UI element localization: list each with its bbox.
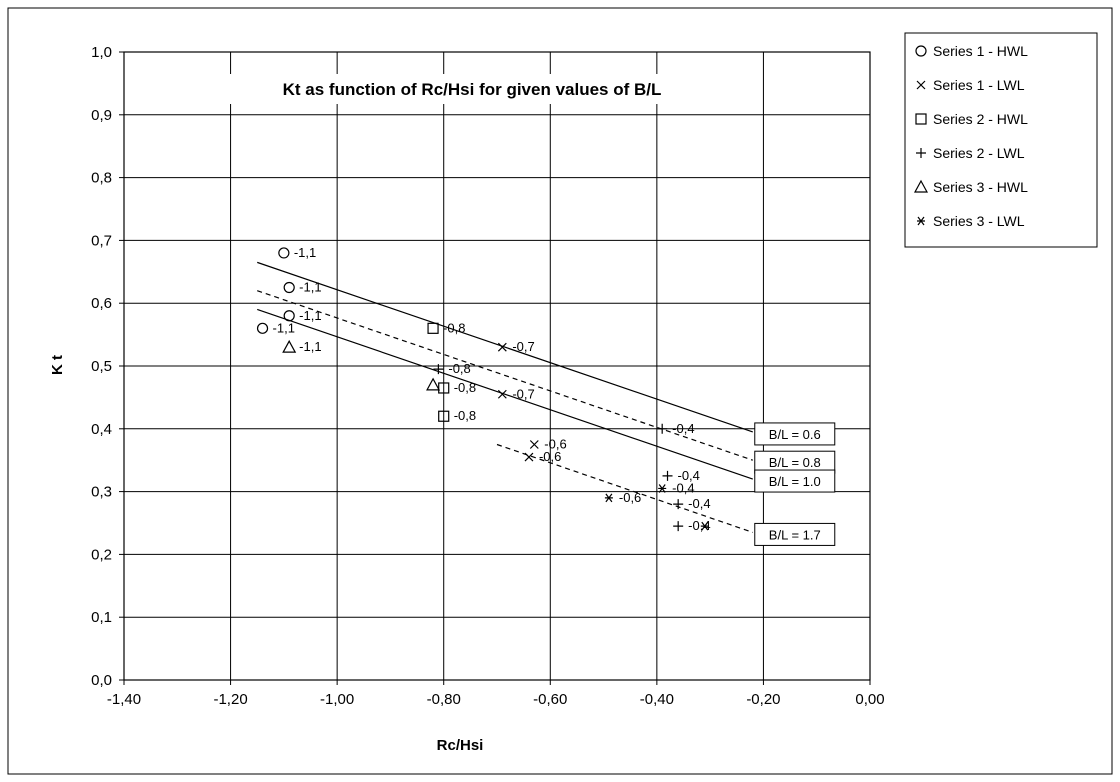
fit-line-label: B/L = 0.6 [769, 427, 821, 442]
y-tick-label: 0,6 [91, 295, 112, 312]
triangle-marker [426, 377, 441, 391]
point-label: -0,6 [544, 437, 566, 452]
fit-line-labels: B/L = 0.6 B/L = 0.8 B/L = 1.0 B/L = 1.7 [754, 422, 836, 546]
x-tick-label: 0,00 [855, 691, 884, 708]
y-tick-label: 0,2 [91, 546, 112, 563]
point-label: -0,8 [454, 408, 476, 423]
legend-entry: Series 3 - LWL [933, 213, 1025, 229]
point-label: -1,1 [273, 320, 295, 335]
y-axis-title: K t [49, 355, 66, 375]
x-tick-label: -0,80 [427, 691, 461, 708]
point-label: -0,8 [443, 320, 465, 335]
y-tick-label: 1,0 [91, 44, 112, 61]
point-label: -0,4 [688, 518, 710, 533]
y-tick-label: 0,3 [91, 484, 112, 501]
asterisk-marker [604, 493, 613, 503]
asterisk-marker [700, 521, 709, 531]
point-label: -0,4 [672, 421, 694, 436]
plus-marker [433, 364, 444, 375]
point-label: -1,1 [294, 245, 316, 260]
fit-line [257, 290, 753, 461]
x-tick-label: -0,60 [533, 691, 567, 708]
fit-line-label-box [754, 422, 836, 446]
circle-marker [283, 281, 295, 294]
y-tick-label: 0,9 [91, 107, 112, 124]
x-tick-label: -1,00 [320, 691, 354, 708]
point-label: -1,1 [299, 339, 321, 354]
x-marker [497, 342, 507, 352]
point-label: -0,4 [672, 480, 694, 495]
y-tick-label: 0,5 [91, 358, 112, 375]
fit-line [257, 308, 753, 480]
legend-entry: Series 3 - HWL [933, 179, 1028, 195]
point-label: -1,1 [299, 280, 321, 295]
square-marker [438, 410, 450, 422]
plot-area-border [123, 51, 871, 681]
data-points [256, 247, 709, 532]
circle-marker [283, 310, 295, 322]
plus-marker [673, 521, 684, 532]
x-tick-label: -1,20 [213, 691, 247, 708]
legend-entry: Series 2 - HWL [933, 111, 1028, 127]
y-tick-label: 0,1 [91, 609, 112, 626]
x-marker [916, 80, 926, 90]
point-label: -0,4 [688, 496, 710, 511]
x-axis-title: Rc/Hsi [437, 737, 484, 754]
plus-marker [657, 423, 668, 434]
asterisk-marker [917, 216, 925, 226]
circle-marker [256, 322, 269, 334]
y-tick-label: 0,8 [91, 170, 112, 187]
title-box [188, 74, 756, 104]
legend-box [904, 32, 1098, 248]
point-label: -1,1 [299, 308, 321, 323]
fit-line-label: B/L = 0.8 [769, 455, 821, 470]
point-label: -0,6 [539, 449, 561, 464]
plus-marker [662, 470, 673, 481]
fit-line-label: B/L = 1.7 [769, 527, 821, 542]
legend-entry: Series 1 - LWL [933, 77, 1025, 93]
point-label: -0,7 [512, 386, 534, 401]
point-label: -0,6 [619, 490, 641, 505]
fit-line [496, 443, 753, 533]
fit-line [257, 261, 753, 433]
legend: Series 1 - HWL Series 1 - LWL Series 2 - H… [904, 32, 1098, 248]
chart-title: Kt as function of Rc/Hsi for given value… [283, 80, 662, 99]
point-label: -0,7 [512, 339, 534, 354]
asterisk-marker [658, 484, 667, 493]
point-label: -0,8 [448, 361, 470, 376]
square-marker [427, 322, 439, 334]
y-tick-label: 0,4 [91, 421, 112, 438]
fit-line-label-box [754, 469, 836, 493]
fit-lines [257, 261, 753, 533]
x-marker [529, 440, 539, 449]
x-tick-label: -0,20 [746, 691, 780, 708]
plus-marker [916, 148, 926, 158]
point-labels: -1,1-1,1-1,1-1,1-0,7-0,7-0,6-0,6-0,8-0,8… [273, 245, 711, 533]
x-tick-label: -0,40 [640, 691, 674, 708]
circle-marker [915, 45, 927, 57]
fit-line-label: B/L = 1.0 [769, 474, 821, 489]
x-tick-label: -1,40 [107, 691, 141, 708]
circle-marker [278, 247, 290, 259]
legend-entry: Series 1 - HWL [933, 43, 1028, 59]
triangle-marker [913, 179, 929, 193]
fit-line-label-box [754, 522, 836, 546]
point-label: -0,4 [678, 468, 700, 483]
legend-entry: Series 2 - LWL [933, 145, 1025, 161]
square-marker [915, 113, 927, 125]
axes: -1,40 -1,20 -1,00 -0,80 -0,60 -0,40 -0,20 0,00 0… [91, 44, 884, 708]
plus-marker [673, 499, 684, 510]
x-marker [497, 389, 507, 399]
y-tick-label: 0,0 [91, 672, 112, 689]
point-label: -0,8 [454, 380, 476, 395]
x-marker [524, 452, 534, 462]
triangle-marker [282, 339, 297, 353]
y-tick-label: 0,7 [91, 232, 112, 249]
